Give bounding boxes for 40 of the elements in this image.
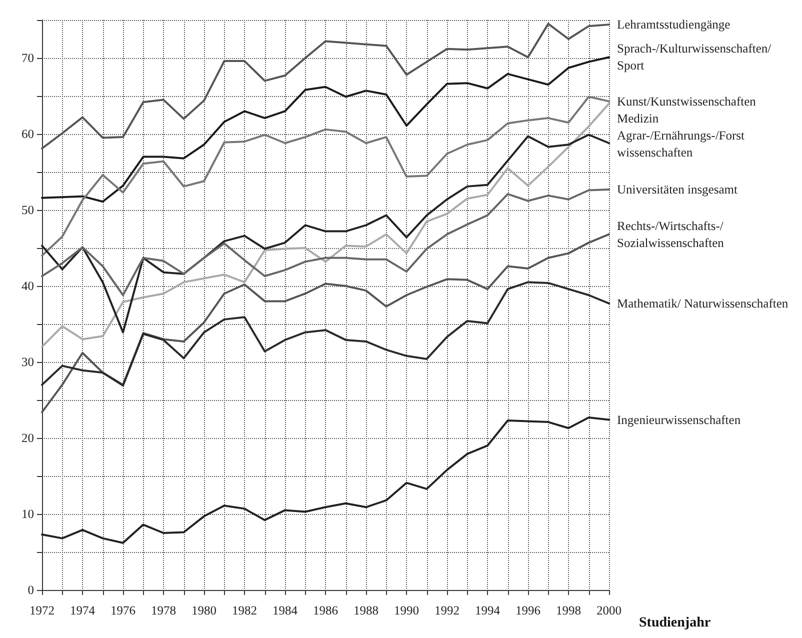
x-tick-label: 1994 <box>475 604 501 618</box>
line-series <box>41 22 610 150</box>
line-series <box>41 56 610 203</box>
series-label: Ingenieurwissenschaften <box>617 412 742 427</box>
series-label: Agrar-/Ernährungs-/Forst wissenschaften <box>617 128 748 160</box>
x-tick-label: 1982 <box>232 604 257 618</box>
x-tick-label: 2000 <box>596 604 622 618</box>
series-label: Lehramtsstudiengänge <box>617 18 731 32</box>
x-tick-label: 1980 <box>192 604 216 618</box>
series-label: Rechts-/Wirtschafts-/ Sozialwissenschaften <box>617 218 727 250</box>
x-tick-label: 1972 <box>30 604 54 618</box>
x-axis-title: Studienjahr <box>639 616 711 630</box>
y-tick-label: 60 <box>22 127 34 141</box>
y-tick-label: 20 <box>22 431 34 445</box>
x-tick-label: 1996 <box>516 604 540 618</box>
x-tick-label: 1992 <box>434 604 460 618</box>
y-tick-label: 0 <box>28 583 34 597</box>
y-tick-label: 30 <box>22 355 34 369</box>
y-tick-label: 10 <box>22 507 34 521</box>
y-tick-label: 70 <box>22 51 34 65</box>
x-tick-label: 1988 <box>354 604 378 618</box>
y-tick-label: 50 <box>22 203 34 217</box>
line-series <box>41 416 610 544</box>
series-label: Universitäten insgesamt <box>617 182 738 196</box>
series-label: Mathematik/ Naturwissenschaften <box>617 296 789 310</box>
series-label: Kunst/Kunstwissenschaften <box>617 94 757 108</box>
x-tick-label: 1984 <box>272 604 298 618</box>
series-label: Sprach-/Kulturwissenschaften/ Sport <box>617 42 774 73</box>
line-series <box>41 96 610 257</box>
series-label: Medizin <box>617 111 660 126</box>
x-tick-label: 1990 <box>394 604 419 618</box>
line-series <box>41 134 610 334</box>
x-tick-label: 1978 <box>151 604 176 618</box>
line-series <box>41 233 610 414</box>
line-series <box>41 102 610 348</box>
y-tick-label: 40 <box>22 279 34 293</box>
x-tick-label: 1976 <box>110 604 136 618</box>
x-tick-label: 1998 <box>556 604 581 618</box>
x-tick-label: 1986 <box>313 604 338 618</box>
x-tick-label: 1974 <box>70 604 96 618</box>
